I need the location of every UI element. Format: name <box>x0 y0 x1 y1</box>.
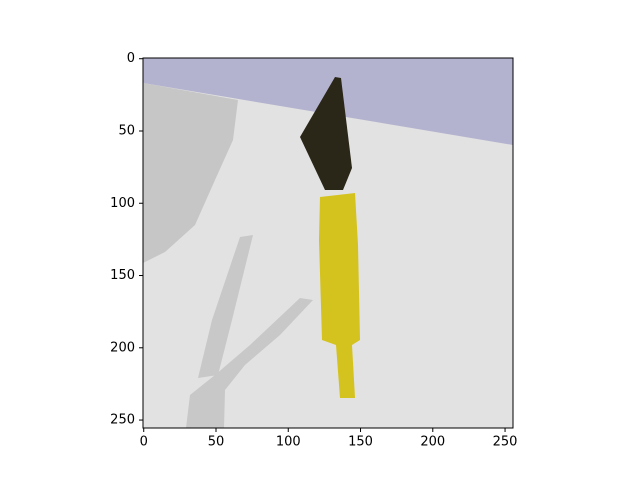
y-tick-label: 0 <box>127 51 135 66</box>
shadow <box>198 235 253 378</box>
x-tick-label: 200 <box>420 435 445 450</box>
axes-frame <box>142 57 514 429</box>
x-tick-label: 0 <box>140 435 148 450</box>
y-tick-label: 250 <box>110 413 135 428</box>
shadow <box>143 83 238 263</box>
x-tick-label: 250 <box>493 435 518 450</box>
shadow <box>186 298 313 428</box>
y-tick-label: 50 <box>118 123 135 138</box>
x-tick-label: 50 <box>208 435 225 450</box>
rendered-image <box>142 57 514 429</box>
dark-object <box>300 77 352 190</box>
x-tick-label: 150 <box>348 435 373 450</box>
y-tick-label: 100 <box>110 196 135 211</box>
y-tick-label: 200 <box>110 340 135 355</box>
y-tick-label: 150 <box>110 268 135 283</box>
x-tick-label: 100 <box>276 435 301 450</box>
yellow-object <box>319 193 360 398</box>
